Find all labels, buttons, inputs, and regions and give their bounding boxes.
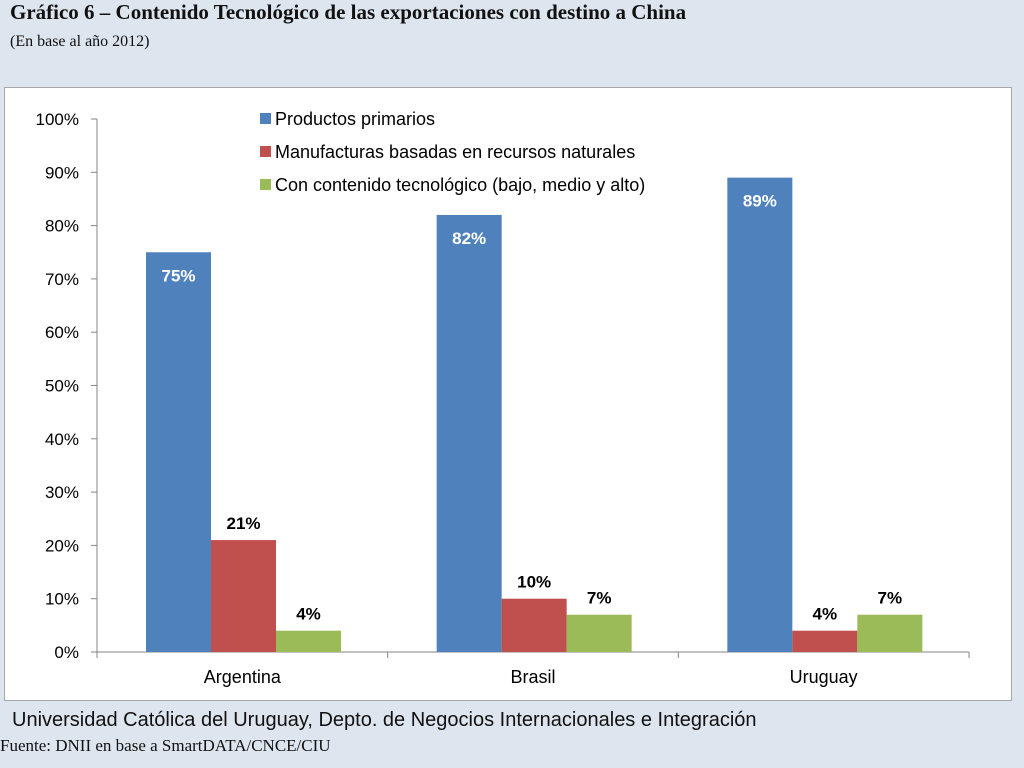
y-tick-label: 10% bbox=[45, 590, 79, 609]
chart-frame: 0% 10% 20% 30% 40% 50% 60% 70% 80% 90% 100% Argent… bbox=[4, 87, 1012, 701]
data-label: 10% bbox=[517, 573, 551, 592]
data-label: 75% bbox=[161, 266, 195, 285]
bar bbox=[146, 252, 211, 652]
bar bbox=[566, 614, 632, 652]
y-tick-label: 70% bbox=[45, 270, 79, 289]
bar bbox=[211, 540, 276, 652]
footer-institution: Universidad Católica del Uruguay, Depto.… bbox=[12, 709, 757, 731]
y-tick-label: 40% bbox=[45, 430, 79, 449]
legend: Productos primarios Manufacturas basadas … bbox=[260, 109, 645, 195]
y-tick-label: 50% bbox=[45, 377, 79, 396]
bar bbox=[727, 177, 793, 652]
y-tick-label: 100% bbox=[36, 110, 79, 129]
bar bbox=[276, 630, 341, 652]
bars: 75% 21% 4% 82% 10% 7% 89% 4% 7% bbox=[146, 177, 923, 652]
data-label: 21% bbox=[226, 514, 260, 533]
data-label: 7% bbox=[587, 589, 612, 608]
category-label: Brasil bbox=[510, 667, 555, 687]
slide-title: Gráfico 6 – Contenido Tecnológico de las… bbox=[10, 0, 687, 24]
bar bbox=[857, 614, 923, 652]
category-label: Uruguay bbox=[790, 667, 858, 687]
data-label: 7% bbox=[878, 589, 903, 608]
bar-chart: 0% 10% 20% 30% 40% 50% 60% 70% 80% 90% 100% Argent… bbox=[36, 109, 970, 687]
data-label: 4% bbox=[813, 605, 838, 624]
bar bbox=[436, 214, 502, 652]
legend-swatch bbox=[260, 146, 271, 157]
y-tick-label: 20% bbox=[45, 536, 79, 555]
bar bbox=[792, 630, 858, 652]
category-label: Argentina bbox=[204, 667, 282, 687]
x-axis: Argentina Brasil Uruguay bbox=[96, 651, 970, 687]
y-tick-label: 0% bbox=[54, 643, 79, 662]
legend-label: Con contenido tecnológico (bajo, medio y… bbox=[275, 175, 645, 195]
legend-swatch bbox=[260, 113, 271, 124]
data-label: 4% bbox=[296, 605, 321, 624]
legend-swatch bbox=[260, 179, 271, 190]
legend-label: Productos primarios bbox=[275, 109, 435, 129]
y-tick-label: 30% bbox=[45, 483, 79, 502]
y-tick-label: 80% bbox=[45, 217, 79, 236]
y-tick-label: 90% bbox=[45, 163, 79, 182]
data-label: 82% bbox=[452, 229, 486, 248]
y-tick-label: 60% bbox=[45, 323, 79, 342]
y-axis: 0% 10% 20% 30% 40% 50% 60% 70% 80% 90% 100% bbox=[36, 110, 98, 662]
slide-subtitle: (En base al año 2012) bbox=[10, 33, 150, 50]
bar bbox=[501, 598, 567, 652]
data-label: 89% bbox=[743, 192, 777, 211]
footer-source: Fuente: DNII en base a SmartDATA/CNCE/CI… bbox=[0, 736, 331, 755]
legend-label: Manufacturas basadas en recursos natural… bbox=[275, 142, 635, 162]
